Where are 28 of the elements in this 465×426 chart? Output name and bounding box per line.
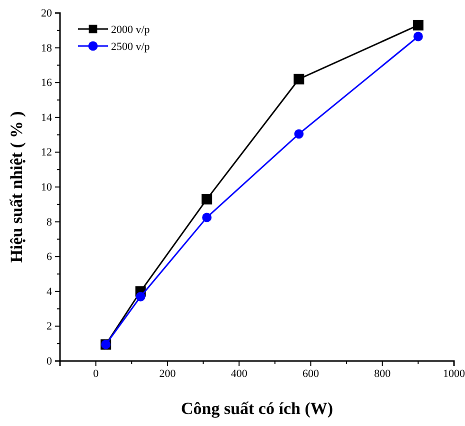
y-tick-label: 2 [46,320,52,333]
y-tick-label: 6 [46,251,52,264]
y-tick-label: 16 [41,77,52,90]
x-tick-label: 200 [159,368,176,380]
point [413,32,423,42]
point [202,212,212,222]
y-axis-title: Hiệu suất nhiệt ( % ) [7,111,26,263]
x-tick-label: 600 [302,368,320,380]
y-tick-label: 4 [46,286,52,298]
point [136,292,146,302]
x-tick-label: 0 [93,368,100,380]
x-axis-title: Công suất có ích (W) [180,399,334,418]
point [412,20,424,30]
legend-label: 2000 v/p [111,24,150,36]
y-tick-label: 10 [41,182,52,194]
y-tick-label: 12 [41,146,52,159]
legend-label: 2500 v/p [111,41,150,53]
x-tick-label: 800 [374,368,392,380]
x-tick-label: 400 [230,368,248,380]
point [294,74,304,84]
y-tick-label: 14 [41,112,52,124]
y-tick-label: 0 [46,356,52,368]
point [294,129,304,139]
x-tick-label: 1000 [443,368,465,380]
point [202,194,212,204]
y-tick-label: 18 [41,42,52,54]
y-tick-label: 20 [41,8,52,20]
y-tick-label: 8 [46,216,52,228]
